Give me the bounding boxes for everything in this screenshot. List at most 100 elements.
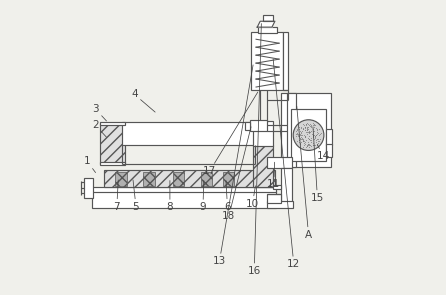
Text: 6: 6	[224, 181, 231, 212]
Point	[297, 136, 304, 141]
Point	[304, 132, 311, 137]
Point	[308, 123, 315, 128]
Text: 11: 11	[267, 162, 281, 189]
Bar	[291, 109, 326, 161]
Bar	[100, 124, 125, 164]
Point	[297, 139, 305, 144]
Bar	[223, 172, 234, 186]
Point	[301, 125, 309, 130]
Point	[302, 124, 309, 129]
Point	[306, 145, 313, 149]
Point	[313, 137, 320, 141]
Point	[314, 140, 322, 145]
Point	[311, 135, 318, 140]
Point	[299, 135, 306, 140]
Point	[305, 129, 312, 133]
Point	[295, 138, 302, 142]
Text: 8: 8	[167, 181, 173, 212]
Text: 4: 4	[131, 89, 155, 112]
Point	[313, 140, 320, 145]
Point	[314, 127, 321, 132]
Point	[306, 138, 313, 143]
Text: 13: 13	[213, 65, 253, 266]
Point	[296, 140, 303, 145]
Point	[295, 134, 302, 138]
Point	[304, 142, 311, 146]
Point	[314, 130, 321, 134]
Point	[297, 137, 304, 141]
Bar	[252, 121, 273, 146]
Bar	[251, 32, 284, 90]
Point	[310, 121, 317, 126]
Text: 1: 1	[83, 156, 95, 173]
Point	[304, 127, 311, 132]
Point	[301, 142, 308, 147]
Point	[309, 126, 316, 131]
Point	[303, 127, 310, 131]
Point	[296, 136, 303, 141]
Point	[297, 125, 304, 130]
Point	[304, 143, 311, 148]
Text: 10: 10	[246, 186, 259, 209]
Bar	[273, 185, 281, 189]
Point	[313, 132, 320, 137]
Point	[303, 137, 310, 142]
Point	[295, 127, 302, 132]
Point	[310, 142, 317, 147]
Point	[306, 137, 313, 142]
Point	[311, 134, 318, 139]
Point	[301, 127, 308, 132]
Bar	[281, 168, 292, 203]
Text: 15: 15	[311, 127, 324, 203]
Point	[301, 141, 309, 146]
Point	[308, 144, 315, 149]
Point	[302, 139, 309, 144]
Point	[295, 138, 302, 142]
Point	[307, 130, 314, 134]
Bar	[263, 15, 273, 21]
Point	[314, 137, 321, 142]
Bar	[326, 129, 332, 145]
Point	[310, 123, 318, 128]
Point	[293, 129, 300, 134]
Point	[314, 132, 321, 137]
Bar	[267, 157, 292, 168]
Bar	[103, 170, 275, 187]
Point	[303, 130, 310, 135]
Point	[300, 132, 307, 137]
Point	[304, 125, 311, 130]
Point	[304, 143, 311, 148]
Point	[310, 137, 317, 142]
Point	[298, 133, 305, 137]
Bar	[326, 144, 332, 157]
Point	[312, 142, 319, 147]
Point	[306, 136, 313, 141]
Point	[300, 138, 307, 143]
Bar	[267, 194, 281, 203]
Point	[296, 138, 303, 143]
Point	[297, 141, 304, 145]
Point	[307, 124, 314, 129]
Point	[315, 139, 322, 143]
Point	[293, 132, 301, 136]
Bar	[250, 120, 267, 131]
Point	[293, 133, 300, 138]
Bar	[100, 162, 125, 165]
Point	[311, 122, 318, 127]
Point	[300, 141, 307, 146]
Bar	[116, 172, 127, 186]
Point	[315, 132, 322, 137]
Point	[303, 144, 310, 149]
Bar	[252, 145, 273, 187]
Point	[297, 130, 304, 134]
Point	[304, 129, 311, 134]
Text: 14: 14	[317, 145, 330, 161]
Point	[308, 137, 315, 142]
Bar	[267, 201, 293, 208]
Point	[303, 122, 310, 127]
Point	[305, 139, 312, 144]
Point	[304, 127, 311, 132]
Bar	[143, 172, 155, 186]
Point	[298, 135, 305, 139]
Point	[302, 135, 309, 139]
